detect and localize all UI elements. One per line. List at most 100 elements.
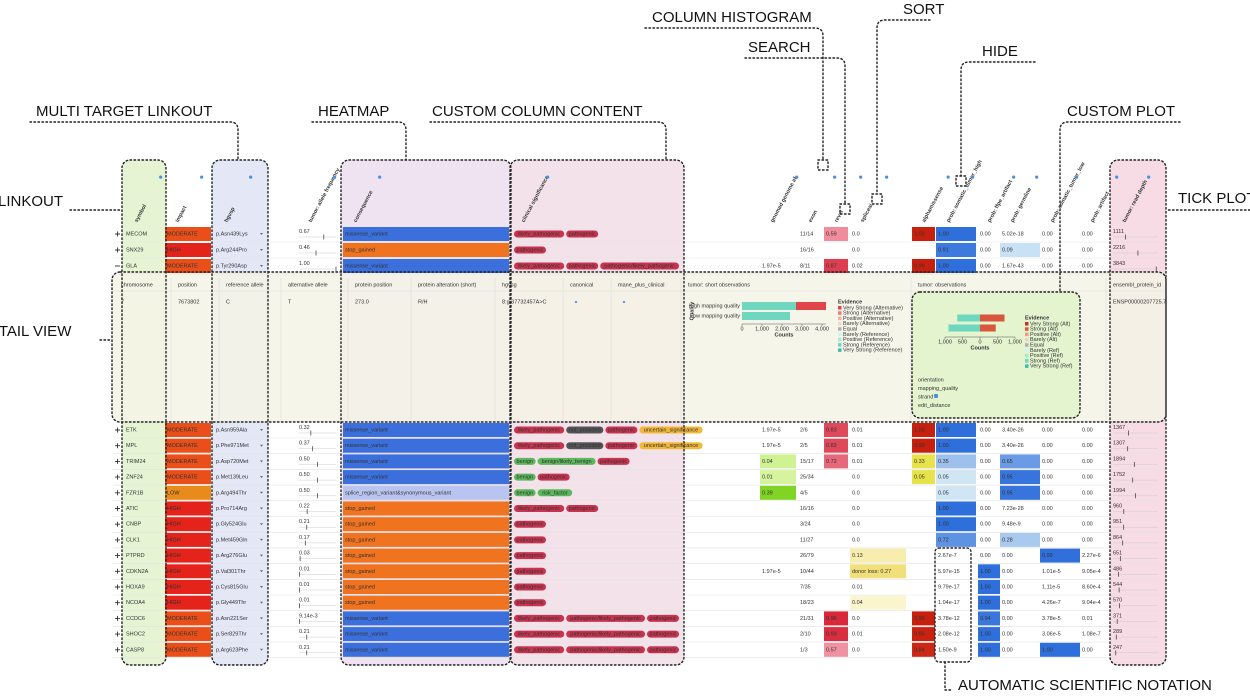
dropdown-caret[interactable] bbox=[260, 476, 263, 479]
linkout[interactable]: MECOM bbox=[126, 231, 148, 237]
detail-header: alternative allele bbox=[288, 282, 328, 288]
dropdown-caret[interactable] bbox=[260, 601, 263, 604]
dropdown-caret[interactable] bbox=[260, 265, 263, 267]
observation-field[interactable]: mapping_quality bbox=[918, 386, 958, 392]
linkout[interactable]: CCDC6 bbox=[126, 616, 145, 622]
heat-cell bbox=[978, 627, 1000, 642]
expand-button[interactable] bbox=[115, 600, 120, 606]
dropdown-caret[interactable] bbox=[260, 633, 263, 636]
clinical-badge bbox=[537, 473, 570, 481]
linkout[interactable]: p.Asn959Ala bbox=[216, 427, 248, 433]
clinical-badge-text: pathogenic bbox=[517, 537, 544, 543]
linkout[interactable]: p.Val301Thr bbox=[216, 569, 246, 575]
linkout[interactable]: p.Arg494Thr bbox=[216, 490, 247, 496]
expand-button[interactable] bbox=[115, 521, 120, 527]
expand-button[interactable] bbox=[115, 474, 120, 480]
linkout[interactable]: p.Ser829Thr bbox=[216, 632, 247, 638]
cell-text: 0.00 bbox=[1002, 600, 1013, 606]
legend-label: Very Strong (Ref) bbox=[1030, 364, 1073, 370]
linkout[interactable]: CASP8 bbox=[126, 647, 144, 653]
expand-button[interactable] bbox=[115, 506, 120, 511]
tick-plot-value: 0.32 bbox=[299, 425, 310, 431]
clinical-badge-text: benign/likely_benign bbox=[542, 459, 592, 465]
observation-field[interactable]: orientation bbox=[918, 377, 944, 383]
linkout[interactable]: SNX29 bbox=[126, 247, 143, 253]
linkout[interactable]: ZNF24 bbox=[126, 475, 143, 481]
cell-text: 0.0 bbox=[852, 506, 860, 512]
linkout[interactable]: GLA bbox=[126, 263, 137, 269]
dropdown-caret[interactable] bbox=[260, 249, 263, 251]
linkout[interactable]: p.Met139Leu bbox=[216, 475, 248, 481]
expand-button[interactable] bbox=[115, 537, 120, 543]
expand-button[interactable] bbox=[115, 247, 120, 253]
detail-header: protein alteration (short) bbox=[418, 282, 477, 288]
expand-button[interactable] bbox=[115, 568, 120, 574]
linkout[interactable]: CLK1 bbox=[126, 537, 140, 543]
cell-text: stop_gained bbox=[345, 506, 375, 512]
expand-button[interactable] bbox=[115, 584, 120, 590]
dropdown-caret[interactable] bbox=[260, 586, 263, 588]
linkout[interactable]: ATIC bbox=[126, 506, 138, 512]
linkout[interactable]: MPL bbox=[126, 443, 137, 449]
observation-field[interactable]: edit_distance bbox=[918, 403, 950, 409]
clinical-badge-text: likely_pathogenic bbox=[518, 231, 560, 237]
cell-text: 0.05 bbox=[938, 475, 949, 481]
expand-button[interactable] bbox=[115, 490, 120, 496]
heat-cell bbox=[978, 611, 1000, 626]
linkout[interactable]: p.Arg623Phe bbox=[216, 647, 248, 653]
linkout[interactable]: p.Pro714Arg bbox=[216, 506, 247, 512]
linkout[interactable]: p.Tyr290Asp bbox=[216, 263, 247, 269]
bar-segment bbox=[957, 314, 980, 322]
dropdown-caret[interactable] bbox=[260, 554, 263, 557]
linkout[interactable]: p.Phe971Met bbox=[216, 443, 249, 449]
heat-cell bbox=[824, 259, 848, 273]
linkout[interactable]: p.Asp720Met bbox=[216, 459, 249, 465]
dropdown-caret[interactable] bbox=[260, 523, 263, 526]
linkout[interactable]: ETK bbox=[126, 427, 137, 433]
linkout[interactable]: CDKN2A bbox=[126, 569, 149, 575]
clinical-badge bbox=[537, 457, 596, 465]
header-icon bbox=[885, 175, 889, 179]
cell-text: 0.01 bbox=[852, 427, 863, 433]
expand-button[interactable] bbox=[115, 231, 120, 237]
heat-cell bbox=[343, 580, 509, 594]
clinical-badge-text: pathogenic bbox=[517, 553, 544, 559]
linkout[interactable]: p.Asn439Lys bbox=[216, 231, 248, 237]
linkout[interactable]: SHOC2 bbox=[126, 632, 145, 638]
linkout[interactable]: p.Asn221Ser bbox=[216, 616, 248, 622]
linkout[interactable]: HOXA9 bbox=[126, 584, 145, 590]
dropdown-caret[interactable] bbox=[260, 429, 263, 431]
linkout[interactable]: p.Gly449Thr bbox=[216, 600, 246, 606]
linkout[interactable]: CNBP bbox=[126, 522, 142, 528]
dropdown-caret[interactable] bbox=[260, 460, 263, 463]
linkout[interactable]: p.Cys815Glu bbox=[216, 584, 248, 590]
expand-button[interactable] bbox=[115, 631, 120, 637]
dropdown-caret[interactable] bbox=[260, 570, 263, 573]
linkout[interactable]: FZR1B bbox=[126, 490, 144, 496]
dropdown-caret[interactable] bbox=[260, 617, 263, 620]
dropdown-caret[interactable] bbox=[260, 538, 263, 541]
linkout[interactable]: TRIM24 bbox=[126, 459, 146, 465]
header-icon bbox=[833, 175, 837, 179]
dropdown-caret[interactable] bbox=[260, 491, 263, 494]
expand-button[interactable] bbox=[115, 647, 120, 653]
expand-button[interactable] bbox=[115, 458, 120, 464]
dropdown-caret[interactable] bbox=[260, 648, 263, 651]
linkout[interactable]: p.Arg244Pro bbox=[216, 247, 247, 253]
expand-button[interactable] bbox=[115, 615, 120, 621]
cell-text: 0.00 bbox=[1082, 537, 1093, 543]
dropdown-caret[interactable] bbox=[260, 507, 263, 510]
linkout[interactable]: NCOA4 bbox=[126, 600, 145, 606]
linkout[interactable]: p.Met459Gln bbox=[216, 537, 248, 543]
linkout[interactable]: p.Arg276Glu bbox=[216, 553, 247, 559]
expand-button[interactable] bbox=[115, 443, 120, 449]
linkout[interactable]: p.Gly524Glu bbox=[216, 522, 247, 528]
checkbox[interactable] bbox=[934, 394, 938, 398]
heat-cell bbox=[912, 259, 935, 273]
observation-field[interactable]: strand bbox=[918, 394, 933, 400]
dropdown-caret[interactable] bbox=[260, 233, 263, 235]
linkout[interactable]: PTPRD bbox=[126, 553, 145, 559]
dropdown-caret[interactable] bbox=[260, 444, 263, 447]
expand-button[interactable] bbox=[115, 553, 120, 559]
expand-button[interactable] bbox=[115, 427, 120, 433]
